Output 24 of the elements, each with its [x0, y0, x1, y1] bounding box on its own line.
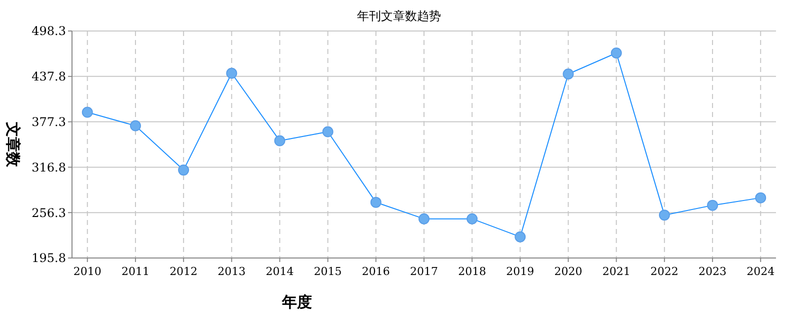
x-tick-label: 2015 [314, 265, 342, 278]
x-tick-label: 2020 [554, 265, 582, 278]
x-tick-label: 2019 [506, 265, 534, 278]
x-tick-label: 2018 [458, 265, 486, 278]
chart-title: 年刊文章数趋势 [357, 9, 441, 23]
y-tick-label: 195.8 [32, 251, 66, 266]
y-tick-label: 377.3 [32, 115, 66, 129]
x-axis-title: 年度 [281, 293, 312, 311]
y-tick-label: 437.8 [32, 70, 66, 84]
y-tick-label: 256.3 [32, 206, 66, 220]
x-tick-label: 2013 [218, 265, 246, 278]
x-tick-label: 2014 [266, 265, 294, 278]
y-axis-title: 文章数 [4, 121, 22, 168]
x-tick-label: 2016 [362, 265, 390, 278]
x-tick-label: 2023 [698, 265, 727, 278]
x-tick-label: 2017 [410, 265, 438, 278]
x-tick-label: 2024 [746, 265, 775, 278]
x-tick-label: 2022 [650, 265, 678, 278]
x-tick-label: 2012 [170, 265, 198, 278]
y-tick-label: 498.3 [32, 24, 66, 38]
x-tick-label: 2010 [73, 265, 102, 278]
x-tick-label: 2011 [121, 265, 150, 278]
y-tick-label: 316.8 [32, 160, 66, 174]
x-tick-label: 2021 [602, 265, 630, 278]
